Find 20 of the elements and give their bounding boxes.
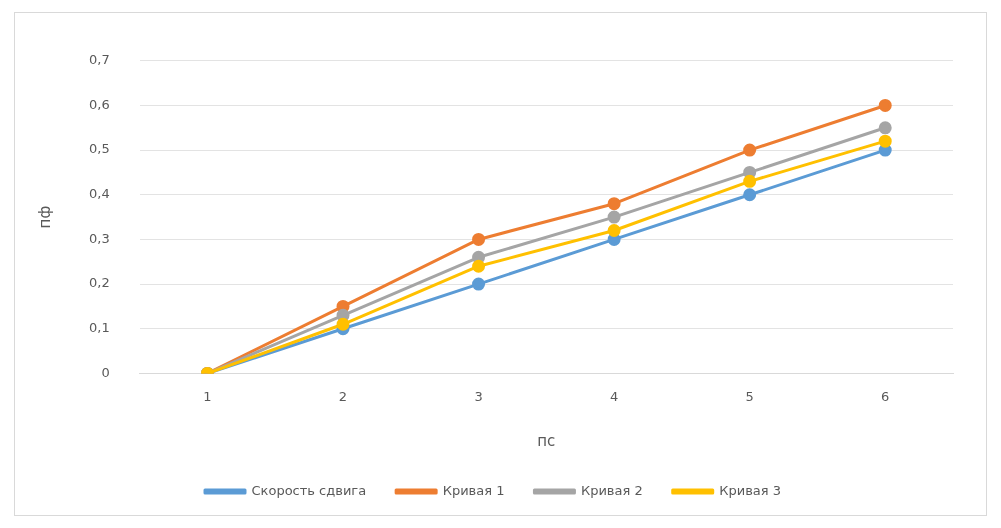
legend-label: Кривая 3 [719,482,782,498]
y-tick-label: 0,5 [88,141,110,157]
y-tick-label: 0,6 [88,96,110,112]
x-tick-label: 1 [203,388,212,404]
legend-label: Кривая 1 [442,482,505,498]
x-tick-label: 3 [474,388,483,404]
y-tick-label: 0,1 [88,320,110,336]
x-tick-label: 5 [745,388,754,404]
y-tick-label: 0 [101,364,110,380]
y-tick-label: 0,7 [88,52,110,68]
legend-label: Кривая 2 [580,482,643,498]
x-tick-label: 2 [338,388,348,404]
y-axis-title: пф [35,205,54,229]
y-tick-label: 0,3 [88,230,110,246]
y-tick-label: 0,2 [88,275,110,291]
legend-label: Скорость сдвига [251,482,367,498]
y-tick-label: 0,4 [88,186,110,202]
x-tick-label: 4 [609,388,619,404]
x-axis-title: пс [537,431,556,450]
x-tick-label: 6 [881,388,890,404]
